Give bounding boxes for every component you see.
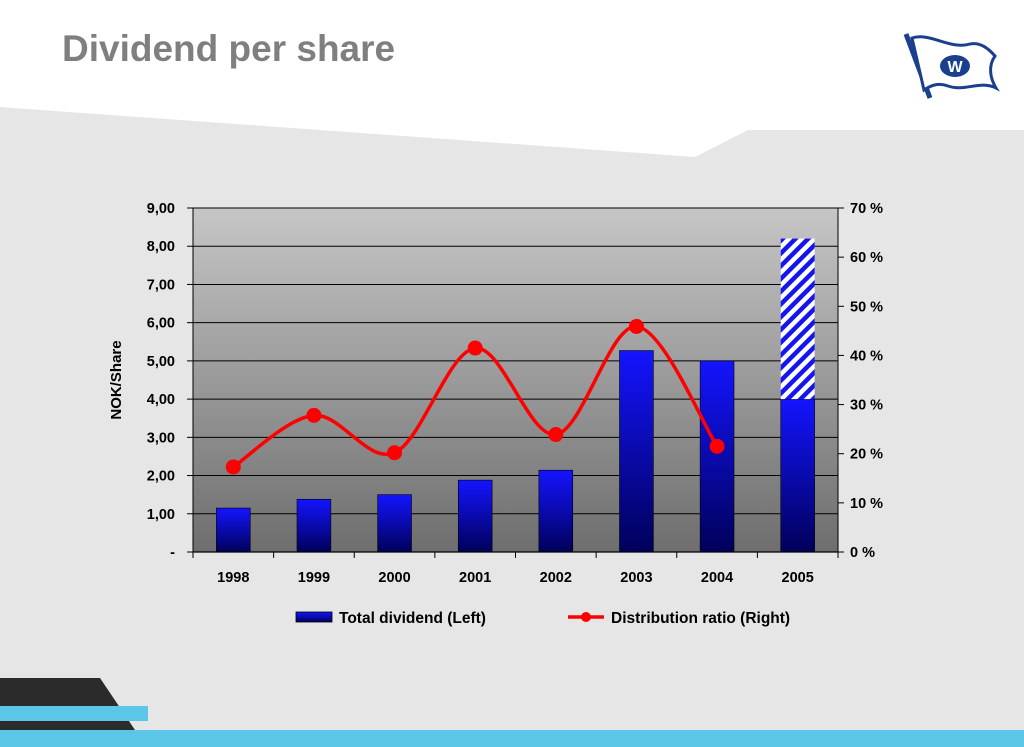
right-tick-label: 10 % bbox=[850, 496, 883, 512]
left-tick-label: 4,00 bbox=[147, 392, 175, 408]
x-tick-labels: 1998 1999 2000 2001 2002 2003 2004 2005 bbox=[217, 570, 814, 586]
left-tick-label: 2,00 bbox=[147, 469, 175, 485]
ratio-point bbox=[467, 340, 483, 356]
plot-area bbox=[193, 208, 838, 552]
ratio-point bbox=[709, 438, 725, 454]
right-tick-label: 0 % bbox=[850, 545, 875, 561]
bar bbox=[377, 494, 412, 553]
x-tick-label: 1999 bbox=[298, 570, 330, 586]
right-tick-label: 60 % bbox=[850, 250, 883, 266]
axes-group bbox=[187, 207, 844, 558]
x-tick-label: 1998 bbox=[217, 570, 249, 586]
legend-bar-label: Total dividend (Left) bbox=[339, 610, 486, 627]
right-tick-label: 40 % bbox=[850, 348, 883, 364]
bars-group bbox=[216, 238, 815, 553]
ratio-point bbox=[548, 427, 564, 443]
flag-emblem-letter: W bbox=[947, 59, 963, 76]
left-tick-label: 1,00 bbox=[147, 507, 175, 523]
bar bbox=[780, 398, 815, 553]
right-tick-label: 50 % bbox=[850, 299, 883, 315]
bar bbox=[216, 507, 251, 553]
accent-stripe-right bbox=[130, 730, 1024, 747]
bar bbox=[296, 498, 332, 553]
right-tick-label: 20 % bbox=[850, 447, 883, 463]
x-tick-label: 2003 bbox=[620, 570, 652, 586]
x-tick-label: 2002 bbox=[540, 570, 572, 586]
legend: Total dividend (Left) Distribution ratio… bbox=[295, 610, 790, 627]
bar bbox=[457, 479, 493, 553]
accent-stripe-left bbox=[0, 706, 148, 721]
points-group bbox=[225, 318, 725, 475]
ratio-point bbox=[387, 445, 403, 461]
bar bbox=[699, 360, 735, 553]
legend-line-marker bbox=[581, 612, 591, 622]
right-tick-label: 70 % bbox=[850, 201, 883, 217]
left-tick-label: - bbox=[170, 545, 175, 561]
right-tick-labels: 0 % 10 % 20 % 30 % 40 % 50 % 60 % 70 % bbox=[850, 201, 883, 561]
ratio-point bbox=[225, 459, 241, 475]
ratio-point bbox=[628, 318, 644, 334]
bar bbox=[538, 469, 574, 553]
bar-hatched-extension bbox=[780, 238, 815, 400]
left-tick-label: 9,00 bbox=[147, 201, 175, 217]
company-flag-logo: W bbox=[903, 33, 1000, 99]
ratio-point bbox=[306, 407, 322, 423]
x-tick-label: 2000 bbox=[378, 570, 410, 586]
accent-stripe-bottom bbox=[0, 730, 140, 747]
legend-bar-swatch bbox=[295, 611, 333, 623]
left-tick-label: 8,00 bbox=[147, 239, 175, 255]
slide-title: Dividend per share bbox=[62, 28, 396, 69]
left-tick-label: 6,00 bbox=[147, 316, 175, 332]
bar bbox=[619, 350, 654, 553]
left-tick-label: 7,00 bbox=[147, 277, 175, 293]
left-tick-labels: - 1,00 2,00 3,00 4,00 5,00 6,00 7,00 8,00 9,00 bbox=[147, 201, 175, 561]
x-tick-label: 2005 bbox=[782, 570, 814, 586]
x-tick-label: 2004 bbox=[701, 570, 733, 586]
left-tick-label: 3,00 bbox=[147, 430, 175, 446]
legend-line-label: Distribution ratio (Right) bbox=[611, 610, 790, 627]
flag-emblem bbox=[940, 55, 970, 77]
right-tick-label: 30 % bbox=[850, 398, 883, 414]
y-axis-title: NOK/Share bbox=[108, 340, 125, 419]
left-tick-label: 5,00 bbox=[147, 354, 175, 370]
x-tick-label: 2001 bbox=[459, 570, 491, 586]
